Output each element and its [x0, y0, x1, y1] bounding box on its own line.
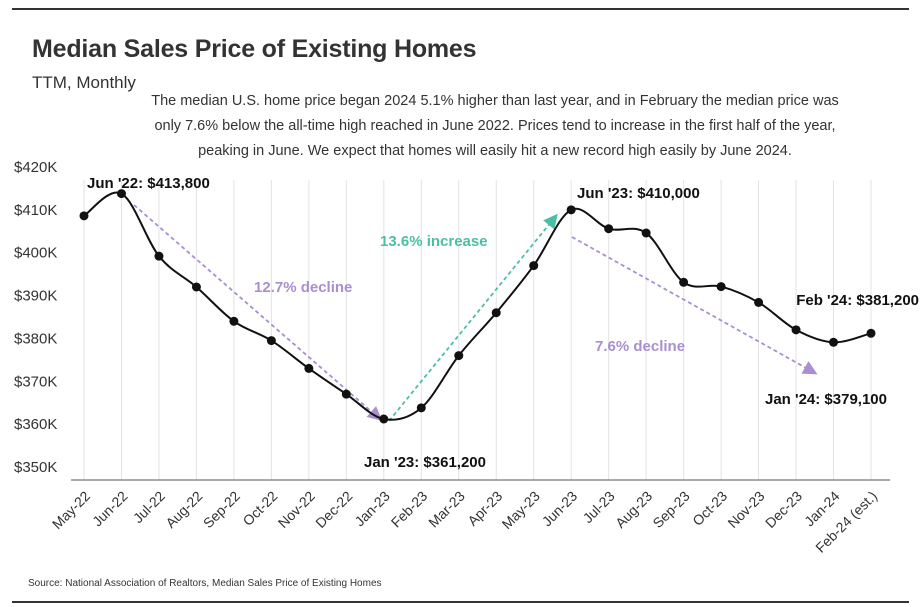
x-tick-label: Jun-22	[89, 488, 131, 530]
chart-subtitle: TTM, Monthly	[32, 73, 136, 92]
y-tick-label: $370K	[14, 373, 57, 390]
x-tick-label: Jun-23	[539, 488, 581, 530]
trend-arrow	[571, 236, 818, 375]
y-tick-label: $410K	[14, 202, 57, 219]
grid-lines	[83, 180, 872, 480]
data-points	[79, 189, 876, 424]
chart-title: Median Sales Price of Existing Homes	[32, 35, 477, 63]
data-point	[641, 228, 651, 238]
y-tick-label: $380K	[14, 330, 57, 347]
source-note: Source: National Association of Realtors…	[28, 578, 382, 589]
data-point	[791, 325, 801, 335]
x-tick-label: Nov-23	[724, 488, 767, 531]
point-annotation: Jun '23: $410,000	[577, 185, 700, 202]
data-point	[229, 316, 239, 326]
x-tick-label: Dec-22	[312, 488, 355, 531]
data-point	[604, 224, 614, 234]
y-tick-label: $390K	[14, 288, 57, 305]
x-tick-label: Aug-23	[612, 488, 655, 531]
data-point	[416, 403, 426, 413]
point-annotation: Feb '24: $381,200	[796, 292, 919, 309]
y-tick-label: $420K	[14, 159, 57, 176]
y-tick-label: $400K	[14, 245, 57, 262]
x-tick-label: Dec-23	[762, 488, 805, 531]
data-point	[491, 308, 501, 318]
top-rule	[12, 8, 909, 10]
x-tick-label: May-23	[499, 488, 543, 532]
data-point	[829, 337, 839, 347]
data-point	[304, 363, 314, 373]
point-annotation: Jan '24: $379,100	[765, 391, 887, 408]
data-point	[191, 282, 201, 292]
trend-arrows: 12.7% decline 13.6% increase 7.6% decline	[133, 204, 818, 422]
trend-arrow-label: 12.7% decline	[254, 279, 352, 296]
trend-arrow	[388, 213, 558, 422]
data-point	[154, 251, 164, 261]
x-tick-label: Aug-22	[162, 488, 205, 531]
y-tick-label: $350K	[14, 459, 57, 476]
data-point	[754, 297, 764, 307]
x-tick-label: May-22	[49, 488, 93, 532]
trend-arrow-label: 13.6% increase	[380, 233, 488, 250]
x-tick-label: Sep-22	[200, 488, 243, 531]
data-point	[79, 211, 89, 221]
data-point	[566, 205, 576, 215]
x-tick-label: Nov-22	[275, 488, 318, 531]
series-line	[83, 191, 872, 421]
data-point	[341, 389, 351, 399]
y-axis-ticks: $350K $360K $370K $380K $390K $400K $410K $420K	[14, 159, 57, 476]
x-tick-label: Mar-23	[425, 488, 468, 531]
data-point	[266, 336, 276, 346]
x-tick-label: Feb-23	[388, 488, 431, 531]
x-tick-label: Oct-23	[689, 488, 730, 529]
trend-arrow-label: 7.6% decline	[595, 338, 685, 355]
bottom-rule	[12, 601, 909, 603]
data-point	[116, 189, 126, 199]
point-annotation: Jan '23: $361,200	[364, 454, 486, 471]
data-point	[454, 351, 464, 361]
data-point	[379, 414, 389, 424]
data-point	[679, 277, 689, 287]
trend-arrow	[133, 204, 383, 421]
x-tick-label: Oct-22	[239, 488, 280, 529]
data-point	[529, 261, 539, 271]
chart-description: The median U.S. home price began 2024 5.…	[151, 93, 839, 159]
data-point	[866, 328, 876, 338]
point-annotations: Jun '22: $413,800 Jan '23: $361,200 Jun '2…	[87, 175, 919, 471]
x-tick-label: Jan-23	[351, 488, 393, 530]
y-tick-label: $360K	[14, 416, 57, 433]
point-annotation: Jun '22: $413,800	[87, 175, 210, 192]
x-tick-label: Sep-23	[649, 488, 692, 531]
data-point	[716, 282, 726, 292]
